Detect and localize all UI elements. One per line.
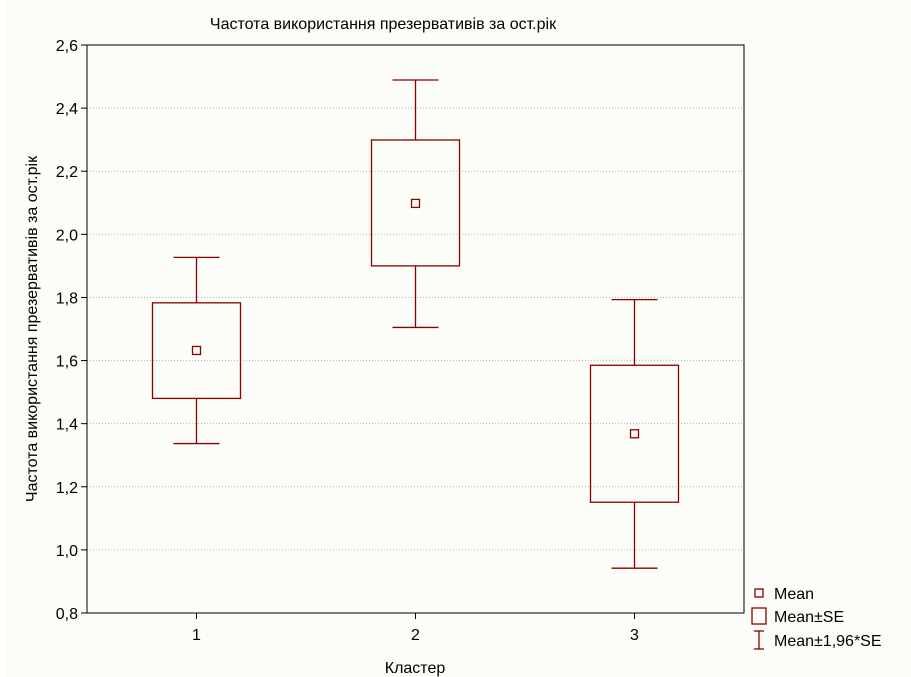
mean-marker <box>629 429 640 439</box>
cluster-3-group <box>589 299 680 569</box>
y-tick-label: 0,8 <box>56 606 78 623</box>
legend-item: Mean±1,96*SE <box>754 630 882 650</box>
legend-item: Mean <box>754 586 814 603</box>
chart-marks <box>151 79 680 569</box>
legend-ci-symbol <box>754 630 764 650</box>
legend-mean-symbol <box>754 588 764 598</box>
y-axis: 0,8 1,0 1,2 1,4 1,6 1,8 2,0 2,2 2,4 2,6 <box>56 38 87 623</box>
se-box <box>370 139 461 267</box>
x-tick-label: 2 <box>411 627 420 644</box>
y-tick-label: 2,6 <box>56 38 78 55</box>
y-tick-label: 1,0 <box>56 543 78 560</box>
chart-title: Частота використання презервативів за ос… <box>210 16 557 33</box>
legend: Mean Mean±SE Mean±1,96*SE <box>751 586 882 650</box>
legend-se-symbol <box>751 607 767 625</box>
legend-label: Mean±1,96*SE <box>774 633 882 650</box>
mean-marker <box>191 345 202 356</box>
y-tick-label: 1,4 <box>56 417 78 434</box>
cluster-2-group <box>370 79 461 329</box>
y-tick-label: 2,4 <box>56 101 78 118</box>
chart-background <box>6 0 911 677</box>
x-tick-label: 3 <box>630 627 639 644</box>
y-axis-label: Частота використання презервативів за ос… <box>24 155 41 502</box>
y-tick-label: 2,2 <box>56 164 78 181</box>
se-box <box>151 302 242 400</box>
x-axis: 1 2 3 <box>192 613 639 644</box>
legend-label: Mean±SE <box>774 609 844 626</box>
mean-marker <box>410 198 421 209</box>
legend-item: Mean±SE <box>751 607 844 626</box>
x-tick-label: 1 <box>192 627 201 644</box>
x-axis-label: Кластер <box>385 660 446 677</box>
y-tick-label: 1,6 <box>56 354 78 371</box>
se-box <box>589 364 680 503</box>
y-tick-label: 1,8 <box>56 290 78 307</box>
legend-label: Mean <box>774 586 814 603</box>
grid-lines <box>87 107 744 551</box>
y-tick-label: 1,2 <box>56 480 78 497</box>
cluster-1-group <box>151 256 242 445</box>
y-tick-label: 2,0 <box>56 227 78 244</box>
